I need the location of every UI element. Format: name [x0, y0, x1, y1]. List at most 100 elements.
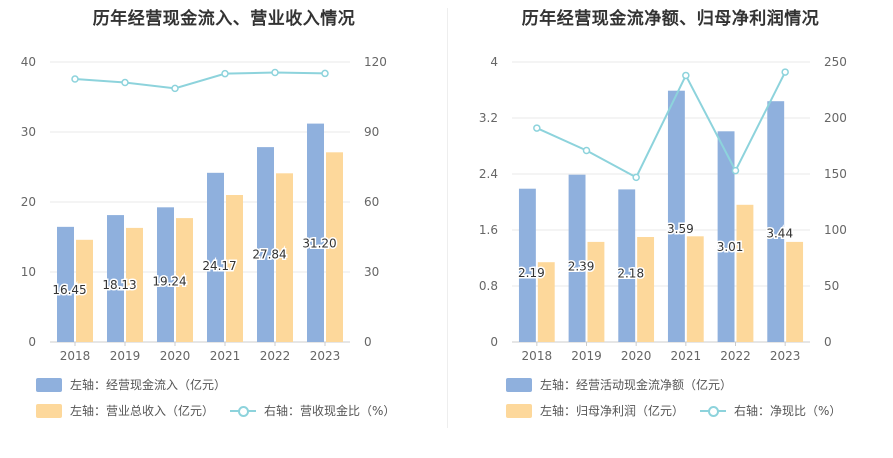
bar-secondary	[76, 239, 93, 342]
bar-primary	[107, 215, 124, 342]
bar-primary	[618, 189, 636, 342]
bar-data-label: 3.59	[667, 222, 694, 236]
legend-item-right-bar2[interactable]: 左轴：归母净利润（亿元）	[506, 402, 684, 419]
legend-item-left-bar2[interactable]: 左轴：营业总收入（亿元）	[36, 402, 214, 419]
bar-data-label: 16.45	[52, 283, 86, 297]
y-right-tick-label: 90	[364, 125, 379, 139]
legend-swatch-blue	[36, 377, 62, 392]
bar-secondary	[126, 227, 143, 342]
bar-secondary	[637, 237, 655, 342]
legend-swatch-orange	[36, 403, 62, 418]
bar-primary	[257, 147, 274, 342]
bar-primary	[207, 172, 224, 342]
y-right-tick-label: 50	[824, 279, 839, 293]
y-left-tick-label: 40	[21, 55, 36, 69]
chart-title-left: 历年经营现金流入、营业收入情况	[92, 9, 356, 29]
legend-label: 左轴：营业总收入（亿元）	[70, 404, 215, 418]
y-left-tick-label: 4	[490, 55, 498, 69]
y-right-tick-label: 60	[364, 195, 379, 209]
legend-swatch-orange	[506, 403, 532, 418]
bar-primary	[157, 207, 174, 342]
line-point	[582, 146, 591, 155]
x-tick-label: 2020	[621, 349, 652, 363]
bar-data-label: 19.24	[152, 274, 186, 288]
legend-swatch-blue	[506, 377, 532, 392]
y-left-tick-label: 2.4	[479, 167, 498, 181]
panel-divider	[447, 8, 448, 428]
y-right-tick-label: 200	[824, 111, 847, 125]
x-tick-label: 2022	[260, 349, 291, 363]
legend-line-icon	[700, 404, 726, 418]
y-left-tick-label: 1.6	[479, 223, 498, 237]
line-point	[682, 71, 690, 80]
line-point	[321, 69, 329, 78]
legend-line-icon	[230, 404, 256, 418]
y-left-tick-label: 0.8	[479, 279, 498, 293]
bar-data-label: 2.39	[568, 260, 595, 274]
line-point	[121, 78, 129, 87]
line-point	[171, 84, 179, 93]
chart-title-right: 历年经营现金流净额、归母净利润情况	[521, 9, 820, 29]
bar-data-label: 2.19	[518, 266, 545, 280]
x-tick-label: 2018	[522, 349, 553, 363]
x-tick-label: 2019	[571, 349, 602, 363]
x-tick-label: 2021	[671, 349, 702, 363]
bar-primary	[717, 131, 735, 342]
line-point	[271, 68, 279, 77]
x-tick-label: 2023	[310, 349, 341, 363]
legend-label: 右轴：营收现金比（%）	[264, 404, 396, 418]
bar-primary	[667, 90, 685, 342]
y-left-tick-label: 0	[490, 335, 498, 349]
y-left-tick-label: 10	[21, 265, 36, 279]
chart-panel-left: 历年经营现金流入、营业收入情况 0 0 10 30 20 60 30 90 40 120 2018 2…	[21, 9, 396, 419]
bar-secondary	[226, 195, 243, 342]
bar-data-label: 27.84	[252, 247, 286, 261]
y-left-tick-label: 0	[28, 335, 36, 349]
line-point	[221, 69, 229, 78]
y-right-tick-label: 250	[824, 55, 847, 69]
bar-primary	[307, 123, 324, 342]
bar-secondary	[786, 241, 804, 342]
bar-primary	[767, 101, 785, 342]
chart-right: 0 0 0.8 50 1.6 100 2.4 150 3.2 200 4 250 2018 2019 202…	[479, 55, 847, 363]
bar-secondary	[537, 262, 555, 342]
bar-secondary	[686, 236, 704, 342]
y-left-tick-label: 30	[21, 125, 36, 139]
series-line	[536, 71, 787, 179]
legend-item-right-bar1[interactable]: 左轴：经营活动现金流净额（亿元）	[506, 376, 732, 393]
y-left-tick-label: 3.2	[479, 111, 498, 125]
legend-item-left-line[interactable]: 右轴：营收现金比（%）	[230, 402, 395, 419]
bar-primary	[518, 188, 536, 342]
line-point	[533, 124, 541, 132]
legend-label: 左轴：归母净利润（亿元）	[540, 404, 685, 418]
chart-panel-right: 历年经营现金流净额、归母净利润情况 0 0 0.8 50 1.6 100 2.4 150 3.2…	[448, 0, 893, 458]
bar-data-label: 18.13	[102, 278, 136, 292]
line-point	[71, 75, 79, 83]
line-point	[731, 166, 740, 175]
bar-data-label: 31.20	[302, 237, 336, 251]
bar-secondary	[276, 173, 293, 342]
bar-secondary	[736, 204, 754, 342]
bar-data-label: 3.44	[766, 227, 793, 241]
legend-item-right-line[interactable]: 右轴：净现比（%）	[700, 402, 841, 419]
legend-item-left-bar1[interactable]: 左轴：经营现金流入（亿元）	[36, 376, 226, 393]
y-right-tick-label: 150	[824, 167, 847, 181]
bar-data-label: 2.18	[617, 266, 644, 280]
bar-secondary	[326, 152, 343, 342]
bar-secondary	[176, 218, 193, 342]
bar-primary	[568, 174, 586, 342]
x-tick-label: 2022	[720, 349, 751, 363]
x-tick-label: 2018	[60, 349, 91, 363]
bar-primary	[57, 226, 74, 342]
y-right-tick-label: 30	[364, 265, 379, 279]
bar-data-label: 24.17	[202, 259, 236, 273]
y-left-tick-label: 20	[21, 195, 36, 209]
y-right-tick-label: 0	[824, 335, 832, 349]
legend-label: 左轴：经营活动现金流净额（亿元）	[540, 378, 733, 392]
chart-left: 0 0 10 30 20 60 30 90 40 120 2018 2019 2020 2021 2022 2…	[21, 55, 387, 363]
y-right-tick-label: 120	[364, 55, 387, 69]
series-line	[74, 71, 326, 90]
bar-data-label: 3.01	[717, 240, 744, 254]
x-tick-label: 2019	[110, 349, 141, 363]
line-point	[632, 173, 640, 182]
